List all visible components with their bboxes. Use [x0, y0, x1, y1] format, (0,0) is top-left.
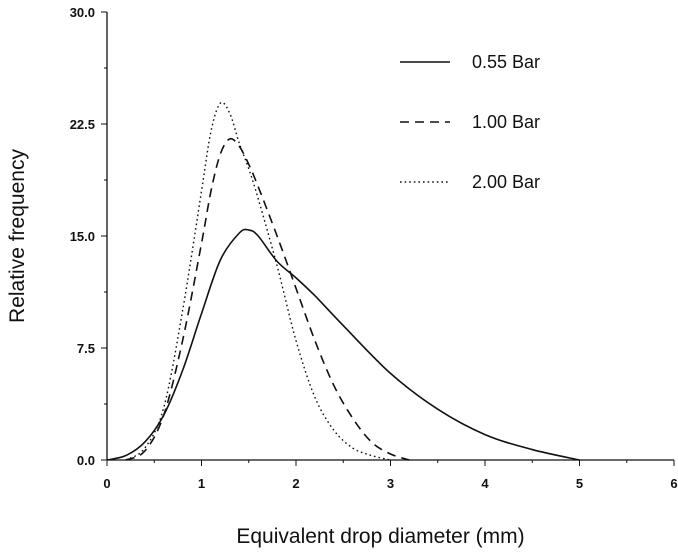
x-tick-label: 1: [198, 476, 205, 491]
x-tick-label: 3: [387, 476, 394, 491]
x-tick-label: 5: [576, 476, 583, 491]
ticks: 0 1 2 3 4 5 6 0.0 7.5 15.0 22.5 30.0: [70, 5, 678, 491]
series-lines: [106, 101, 580, 461]
x-tick-label: 0: [103, 476, 110, 491]
legend: 0.55 Bar 1.00 Bar 2.00 Bar: [400, 52, 540, 192]
x-axis-title: Equivalent drop diameter (mm): [236, 525, 524, 548]
x-tick-label: 6: [670, 476, 677, 491]
x-tick-label: 4: [481, 476, 489, 491]
axes: [106, 12, 674, 461]
y-tick-label: 0.0: [77, 453, 95, 468]
y-axis-title: Relative frequency: [6, 149, 29, 323]
y-tick-label: 30.0: [70, 5, 95, 20]
series-line-2: [125, 137, 410, 461]
x-tick-label: 2: [292, 476, 299, 491]
y-tick-label: 15.0: [70, 229, 95, 244]
legend-label-1: 0.55 Bar: [472, 52, 540, 72]
series-line-1: [106, 228, 580, 461]
legend-label-2: 1.00 Bar: [472, 112, 540, 132]
series-line-3: [125, 101, 391, 461]
legend-label-3: 2.00 Bar: [472, 172, 540, 192]
y-tick-label: 7.5: [77, 341, 95, 356]
y-tick-label: 22.5: [70, 117, 95, 132]
